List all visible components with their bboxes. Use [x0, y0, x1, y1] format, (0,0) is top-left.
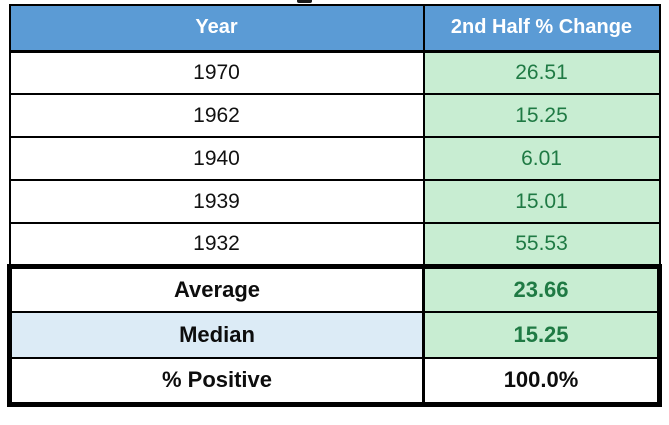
year-cell: 1932	[8, 222, 425, 267]
year-cell: 1970	[8, 50, 425, 95]
median-value: 15.25	[422, 311, 662, 359]
summary-row-average: Average 23.66	[7, 263, 662, 313]
table-row: 1940 6.01	[8, 136, 661, 181]
table-row: 1962 15.25	[8, 93, 661, 138]
change-column-header: 2nd Half % Change	[422, 4, 661, 53]
table-row: 1939 15.01	[8, 179, 661, 224]
average-label: Average	[7, 263, 425, 313]
cropped-title-remnant	[297, 0, 312, 3]
percent-positive-value: 100.0%	[422, 357, 662, 407]
year-cell: 1939	[8, 179, 425, 224]
year-column-header: Year	[8, 4, 425, 53]
median-label: Median	[7, 311, 425, 359]
year-cell: 1940	[8, 136, 425, 181]
percent-positive-label: % Positive	[7, 357, 425, 407]
year-cell: 1962	[8, 93, 425, 138]
change-cell: 6.01	[422, 136, 661, 181]
table-row: 1970 26.51	[8, 50, 661, 95]
header-row: Year 2nd Half % Change	[8, 4, 661, 53]
table-row: 1932 55.53	[8, 222, 661, 267]
average-value: 23.66	[422, 263, 662, 313]
second-half-returns-table: Year 2nd Half % Change 1970 26.51 1962 1…	[7, 4, 662, 407]
change-cell: 15.01	[422, 179, 661, 224]
summary-row-median: Median 15.25	[7, 311, 662, 359]
change-cell: 55.53	[422, 222, 661, 267]
change-cell: 26.51	[422, 50, 661, 95]
change-cell: 15.25	[422, 93, 661, 138]
summary-row-percent-positive: % Positive 100.0%	[7, 357, 662, 407]
